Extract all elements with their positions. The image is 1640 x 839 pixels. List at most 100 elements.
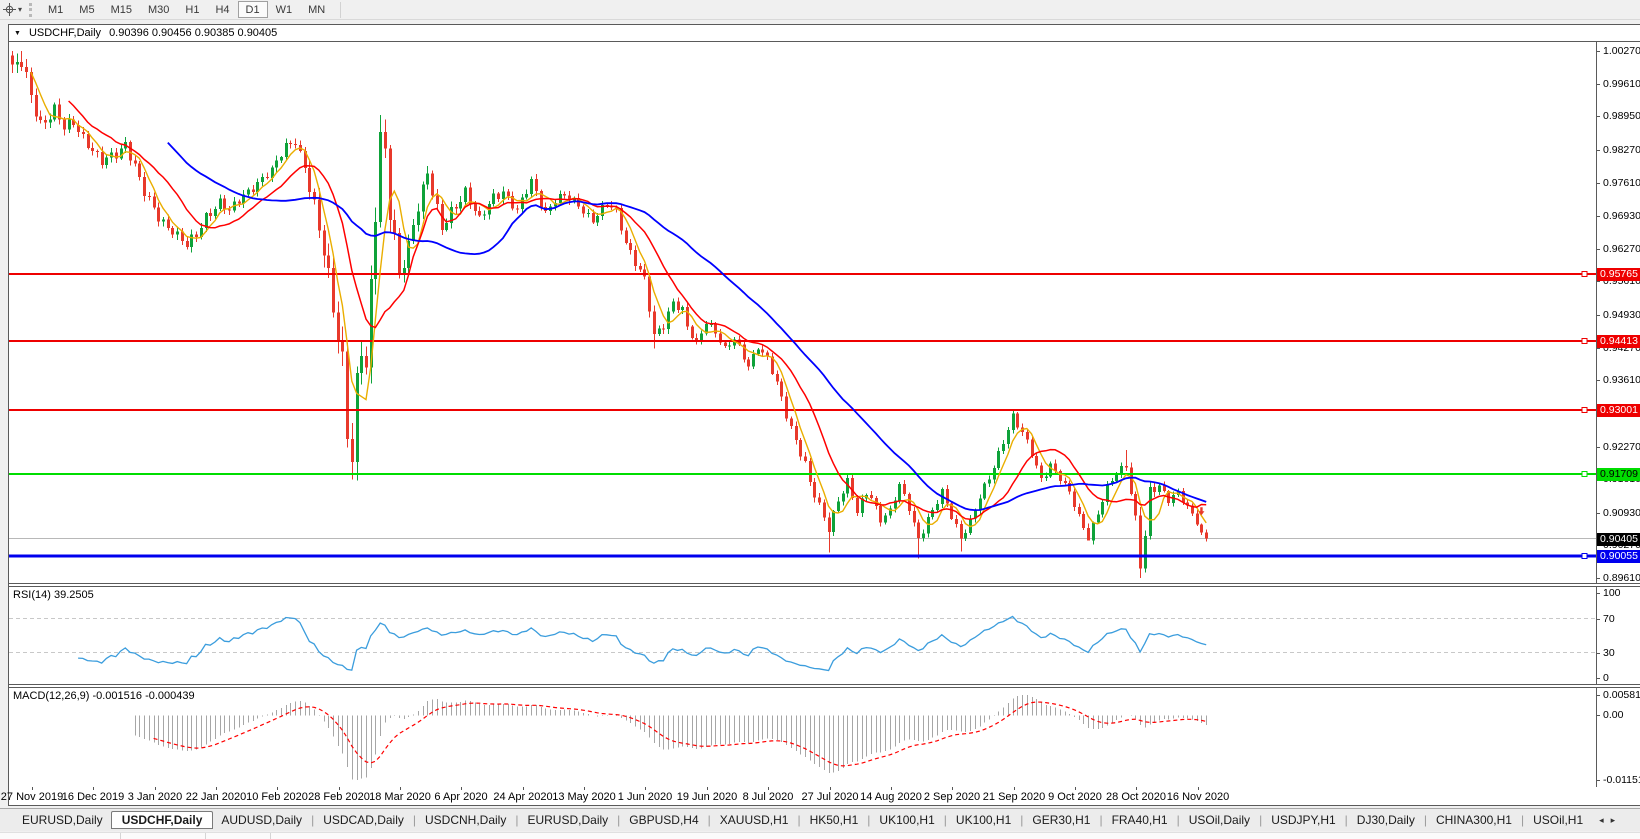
macd-histogram <box>135 695 1207 780</box>
hline-handle[interactable] <box>1581 553 1588 559</box>
timeframe-toolbar: ▾ M1 M5 M15 M30 H1 H4 D1 W1 MN <box>0 0 1640 20</box>
rsi-svg <box>9 615 1596 672</box>
chart-tab-hk50-h1[interactable]: HK50,H1 <box>809 813 859 827</box>
horizontal-lines-layer <box>9 271 1596 559</box>
macd-axis: 0.005818 0.00 -0.011514 <box>1597 688 1640 787</box>
chart-tab-fra40-h1[interactable]: FRA40,H1 <box>1111 813 1168 827</box>
hline-price-badge: 0.93001 <box>1597 404 1640 417</box>
crosshair-tool-icon[interactable] <box>1 2 17 18</box>
chart-title-strip: ▼ USDCHF,Daily 0.90396 0.90456 0.90385 0… <box>9 25 1640 42</box>
chart-tab-bar: EURUSD,Daily USDCHF,Daily AUDUSD,Daily | USD… <box>0 808 1640 831</box>
chart-tab-usdjpy-h1[interactable]: USDJPY,H1 <box>1271 813 1336 827</box>
tab-scroll-right-icon[interactable]: ▸ <box>1610 814 1616 825</box>
macd-svg <box>135 695 1207 780</box>
macd-canvas[interactable]: MACD(12,26,9) -0.001516 -0.000439 <box>9 688 1597 787</box>
timeframe-button-m30[interactable]: M30 <box>147 4 170 16</box>
rsi-tick-label: 70 <box>1603 613 1615 625</box>
date-label: 10 Feb 2020 <box>246 791 308 803</box>
price-tick-label: 0.96270 <box>1603 243 1640 255</box>
price-tick-mark <box>1597 216 1600 217</box>
tab-separator: | <box>1423 813 1427 827</box>
date-label: 6 Apr 2020 <box>434 791 488 803</box>
macd-tick-label: 0.005818 <box>1603 689 1640 701</box>
toolbar-separator <box>340 1 342 18</box>
date-label: 9 Oct 2020 <box>1048 791 1102 803</box>
chart-tab-ger30-h1[interactable]: GER30,H1 <box>1032 813 1091 827</box>
chart-tab-usoil-daily[interactable]: USOil,Daily <box>1188 813 1251 827</box>
price-tick-label: 1.00270 <box>1603 45 1640 57</box>
date-label: 18 Mar 2020 <box>369 791 431 803</box>
chart-tab-dj30-daily[interactable]: DJ30,Daily <box>1356 813 1415 827</box>
price-tick-mark <box>1597 447 1600 448</box>
tab-separator: | <box>1020 813 1024 827</box>
tab-separator: | <box>943 813 947 827</box>
chart-collapse-caret[interactable]: ▼ <box>14 29 21 37</box>
tab-separator: | <box>1520 813 1525 827</box>
chart-tab-uk100-h1[interactable]: UK100,H1 <box>955 813 1012 827</box>
chart-tab-xauusd-h1[interactable]: XAUUSD,H1 <box>719 813 789 827</box>
price-tick-label: 0.95610 <box>1603 275 1640 287</box>
macd-tick-label: -0.011514 <box>1603 774 1640 786</box>
date-tick-mark <box>707 787 708 790</box>
pane-splitter[interactable] <box>9 583 1640 587</box>
date-tick-mark <box>1075 787 1076 790</box>
chart-tab-usdcnh-daily[interactable]: USDCNH,Daily <box>425 813 507 827</box>
timeframe-button-mn[interactable]: MN <box>308 4 326 16</box>
rsi-tick-label: 100 <box>1603 587 1621 599</box>
date-label: 27 Jul 2020 <box>801 791 859 803</box>
tool-dropdown-caret[interactable]: ▾ <box>18 5 23 14</box>
tab-separator: | <box>412 813 416 827</box>
timeframe-button-w1[interactable]: W1 <box>275 4 293 16</box>
chart-tab-eurusd-daily[interactable]: EURUSD,Daily <box>22 813 103 827</box>
rsi-label: RSI(14) 39.2505 <box>13 589 94 601</box>
timeframe-button-d1[interactable]: D1 <box>237 1 268 18</box>
chart-tab-usdcad-daily[interactable]: USDCAD,Daily <box>323 813 404 827</box>
chart-tab-gbpusd-h4[interactable]: GBPUSD,H4 <box>629 813 699 827</box>
hline-handle[interactable] <box>1581 471 1588 477</box>
chart-tab-uk100-h1[interactable]: UK100,H1 <box>879 813 935 827</box>
timeframe-button-m5[interactable]: M5 <box>79 4 95 16</box>
macd-tick-mark <box>1597 695 1600 696</box>
timeframe-button-h1[interactable]: H1 <box>185 4 200 16</box>
rsi-tick-mark <box>1597 593 1600 594</box>
date-tick-mark <box>952 787 953 790</box>
tab-separator: | <box>1344 813 1348 827</box>
date-label: 27 Nov 2019 <box>0 791 64 803</box>
hline-price-badge: 0.95765 <box>1597 268 1640 281</box>
date-label: 28 Oct 2020 <box>1106 791 1166 803</box>
toolbar-grip[interactable] <box>29 2 33 17</box>
price-tick-label: 0.94270 <box>1603 342 1640 354</box>
chart-tab-eurusd-daily[interactable]: EURUSD,Daily <box>527 813 609 827</box>
price-tick-mark <box>1597 281 1600 282</box>
date-label: 14 Aug 2020 <box>860 791 922 803</box>
hline-handle[interactable] <box>1581 271 1588 277</box>
rsi-tick-mark <box>1597 653 1600 654</box>
candles-layer <box>11 50 1208 579</box>
ma-fast-line <box>30 71 1207 528</box>
macd-tick-label: 0.00 <box>1603 709 1624 721</box>
chart-tab-china300-h1[interactable]: CHINA300,H1 <box>1435 813 1512 827</box>
chart-tab-audusd-daily[interactable]: AUDUSD,Daily <box>221 813 303 827</box>
tab-separator: | <box>1099 813 1103 827</box>
timeframe-button-m1[interactable]: M1 <box>48 4 64 16</box>
tab-scroll-left-icon[interactable]: ◂ <box>1599 814 1604 825</box>
tab-separator: | <box>707 813 711 827</box>
timeframe-button-h4[interactable]: H4 <box>215 4 230 16</box>
chart-tab-usdchf-daily[interactable]: USDCHF,Daily <box>110 811 214 829</box>
hline-handle[interactable] <box>1581 407 1588 413</box>
hline-handle[interactable] <box>1581 338 1588 344</box>
price-chart-canvas[interactable] <box>9 42 1597 583</box>
tab-separator: | <box>311 813 315 827</box>
hline-price-badge: 0.91709 <box>1597 468 1640 481</box>
price-tick-mark <box>1597 150 1600 151</box>
pane-splitter[interactable] <box>9 684 1640 688</box>
rsi-canvas[interactable]: RSI(14) 39.2505 <box>9 587 1597 684</box>
date-label: 24 Apr 2020 <box>493 791 553 803</box>
main-chart-svg <box>9 50 1596 579</box>
tab-separator: | <box>1176 813 1180 827</box>
status-cell-divider <box>120 833 121 839</box>
price-tick-label: 0.94930 <box>1603 309 1640 321</box>
chart-tab-usoil-h1[interactable]: USOil,H1 <box>1533 813 1584 827</box>
timeframe-button-m15[interactable]: M15 <box>110 4 132 16</box>
